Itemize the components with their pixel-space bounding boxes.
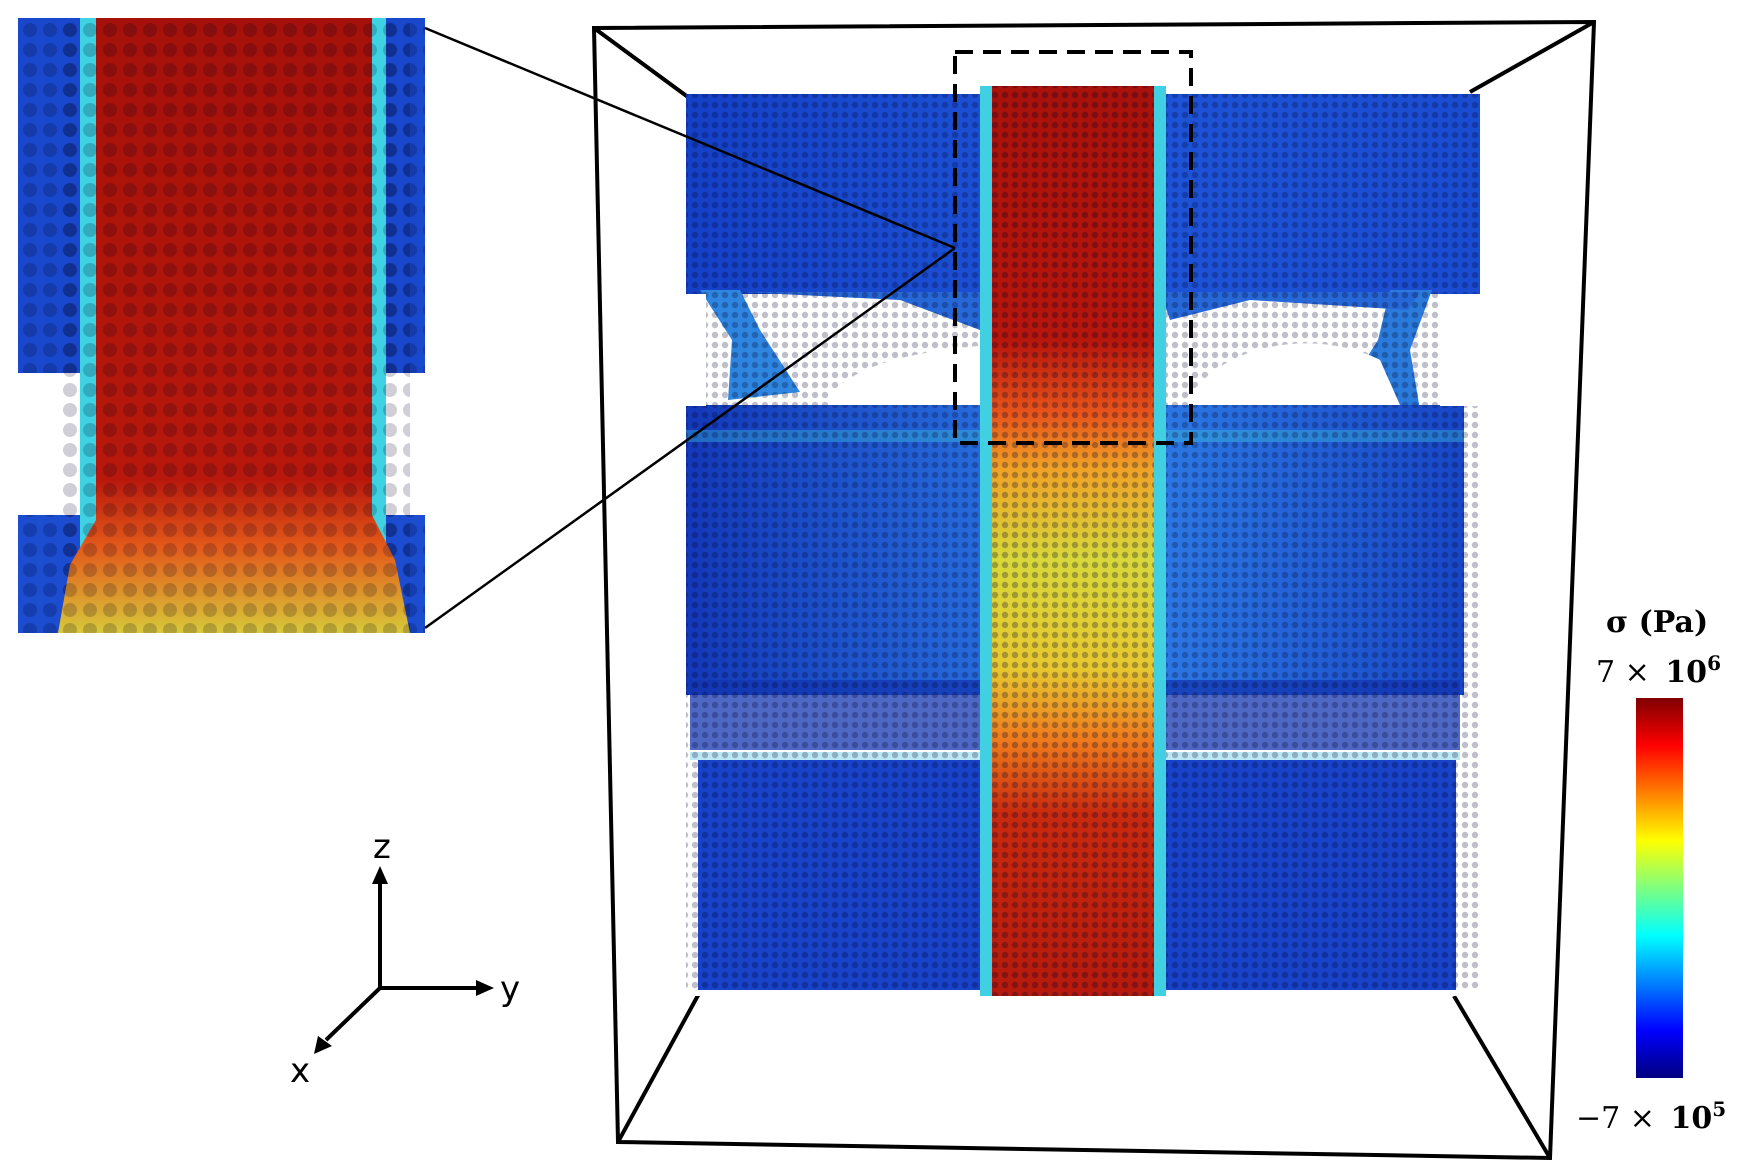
simulation-box (591, 19, 1597, 1161)
y-axis-arrow (476, 980, 494, 996)
box-edge (592, 26, 694, 102)
colorbar-max-base: 10 (1665, 655, 1707, 690)
colorbar-gradient (1636, 698, 1683, 1078)
axis-triad (314, 866, 494, 1054)
x-axis-arrow (314, 1036, 332, 1054)
box-edge (1452, 994, 1552, 1160)
inset-connectors (424, 26, 956, 630)
colorbar-title: σ (Pa) (1606, 605, 1708, 640)
colorbar: σ (Pa) 7 × 106 −7 × 105 (1576, 605, 1726, 1136)
colorbar-min-coef: −7 × (1576, 1101, 1655, 1136)
colorbar-max-label: 7 × 106 (1596, 651, 1721, 690)
zoom-region-box (953, 50, 1193, 445)
x-axis-line (324, 986, 382, 1042)
inset-zoom-view (18, 18, 425, 633)
colorbar-min-label: −7 × 105 (1576, 1097, 1726, 1136)
colorbar-max-exp: 6 (1707, 651, 1721, 675)
colorbar-min-base: 10 (1670, 1101, 1712, 1136)
stress-bar-particles (992, 86, 1154, 996)
box-edge (616, 987, 704, 1143)
z-axis-arrow (372, 866, 388, 884)
axis-label-x: x (290, 1051, 310, 1091)
axis-label-y: y (500, 969, 520, 1009)
colorbar-max-coef: 7 × (1596, 655, 1650, 690)
specimen (686, 86, 1480, 996)
axis-label-z: z (373, 827, 391, 867)
colorbar-min-exp: 5 (1712, 1097, 1726, 1121)
box-edge (1469, 20, 1595, 94)
